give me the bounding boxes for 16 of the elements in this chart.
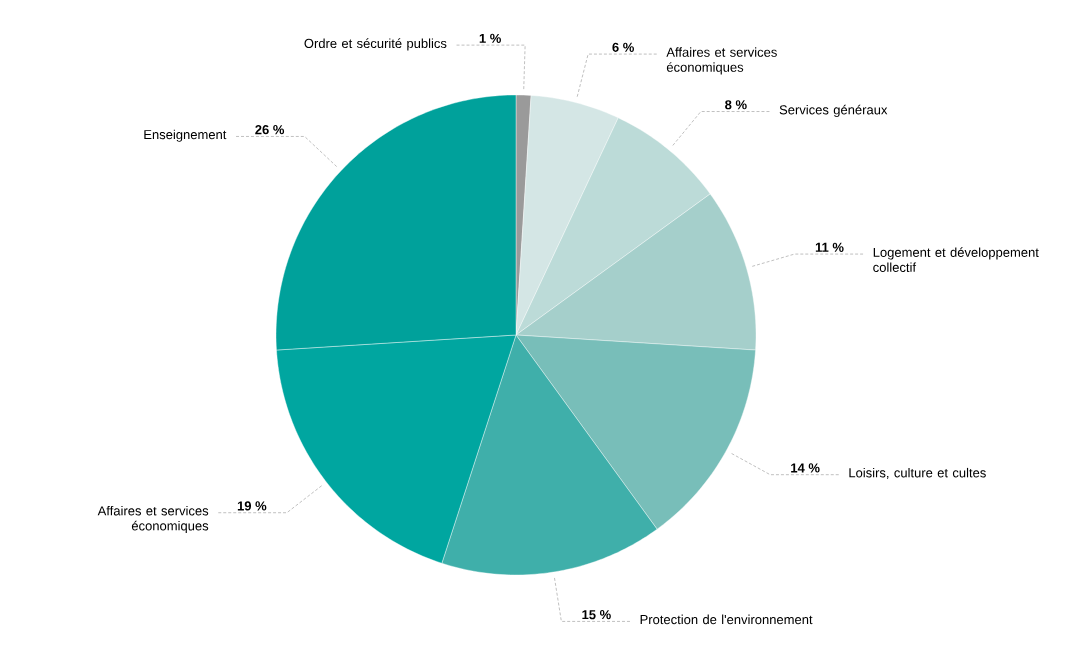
slice-label: Protection de l'environnement: [640, 614, 813, 625]
slice-label: Loisirs, culture et cultes: [849, 467, 986, 479]
slice-label: Affaires et services économiques: [666, 47, 777, 75]
data-label: 6 %: [612, 42, 634, 52]
slice-label: Ordre et sécurité publics: [304, 38, 447, 51]
data-label: 14 %: [791, 463, 820, 473]
data-label: 15 %: [582, 610, 611, 620]
data-label: 1 %: [479, 33, 501, 43]
slice-label: Enseignement: [144, 129, 227, 142]
slice-label: Logement et développement collectif: [873, 247, 1039, 272]
slice-label: Services généraux: [779, 104, 888, 117]
data-label: 26 %: [255, 125, 285, 135]
data-label: 19 %: [237, 501, 267, 511]
slice-label: Affaires et services économiques: [97, 505, 209, 534]
data-label: 8 %: [725, 100, 747, 110]
data-label: 11 %: [815, 242, 844, 252]
